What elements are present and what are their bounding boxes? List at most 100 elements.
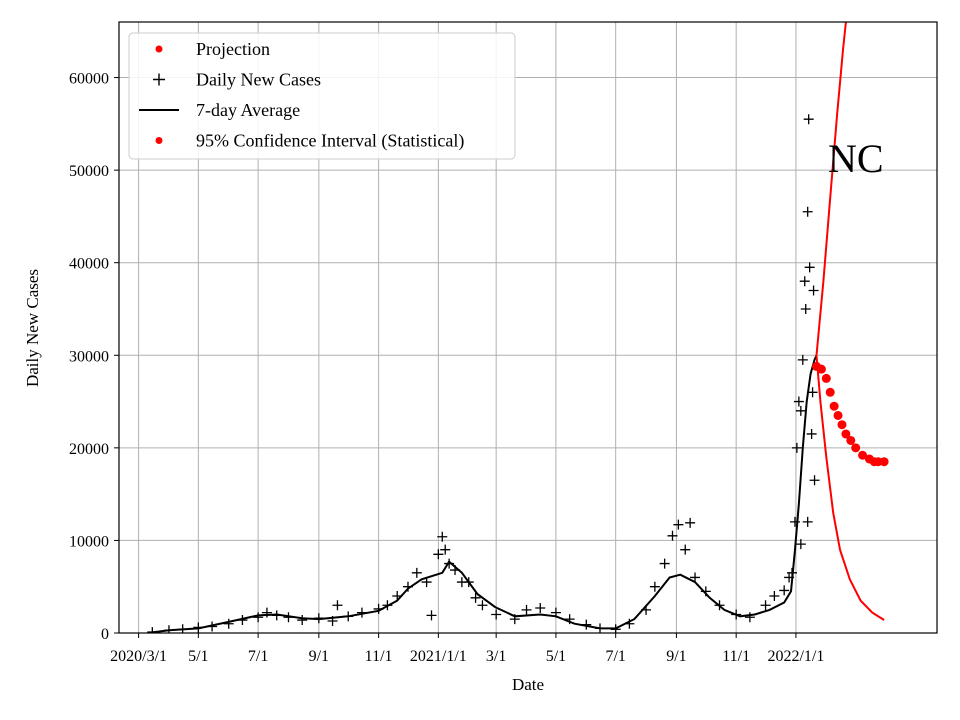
data-point [816,364,826,374]
data-point [402,581,413,592]
data-point [802,206,813,217]
y-tick-label: 40000 [69,256,109,273]
legend-marker-plus [153,73,165,86]
x-tick-label: 7/1 [248,648,268,665]
data-point [744,612,755,623]
data-point [807,387,818,398]
data-point [411,567,422,578]
series-line [815,355,885,621]
data-point [426,610,437,621]
data-point [649,581,660,592]
data-point [509,614,520,625]
data-point [237,615,248,626]
data-point [841,429,851,439]
data-point [261,607,272,618]
y-tick-label: 50000 [69,163,109,180]
data-point [550,607,561,618]
data-point [477,600,488,611]
plot-frame [118,21,938,634]
data-point [795,539,806,550]
data-point [283,612,294,623]
data-point [673,519,684,530]
data-point [858,450,868,460]
y-axis-ticks: 0 10000 20000 30000 40000 50000 60000 [69,71,119,643]
data-point [343,611,354,622]
data-point [808,285,819,296]
series-95-confidence-interval-statistical [812,361,889,467]
data-point [799,276,810,287]
data-point [787,567,798,578]
data-point [327,615,338,626]
x-tick-label: 9/1 [309,648,329,665]
data-point [797,354,808,365]
data-point [700,586,711,597]
data-point [624,618,635,629]
data-point [223,618,234,629]
data-point [685,517,696,528]
data-point [789,516,800,527]
data-point [804,262,815,273]
x-tick-label: 5/1 [546,648,566,665]
data-point [802,516,813,527]
y-tick-label: 20000 [69,441,109,458]
data-point [313,613,324,624]
data-point [825,387,835,397]
data-point [421,577,432,588]
data-point [271,610,282,621]
data-point [253,612,264,623]
data-point [714,600,725,611]
series-projection [815,22,847,356]
legend-label: 95% Confidence Interval (Statistical) [196,131,464,152]
data-point [879,457,889,467]
data-point [163,625,174,633]
data-point [760,600,771,611]
x-tick-label: 2021/1/1 [410,648,467,665]
data-point [581,619,592,630]
data-point [769,590,780,601]
data-point [444,558,455,569]
legend-marker-dot [155,137,163,144]
data-point [803,114,814,125]
data-point [373,603,384,614]
data-point [791,442,802,453]
x-tick-label: 11/1 [365,648,393,665]
x-tick-label: 11/1 [722,648,750,665]
data-point [491,609,502,620]
data-point [332,600,343,611]
series-line [147,354,818,633]
legend: Projection Daily New Cases 7-day Average 95… [128,32,516,160]
x-tick-label: 5/1 [188,648,208,665]
data-point [690,572,701,583]
series-7-day-average [147,354,818,633]
x-tick-label: 2022/1/1 [767,648,824,665]
data-point [433,549,444,560]
data-point [829,401,839,411]
x-axis-label: Date [512,675,544,694]
legend-label: Daily New Cases [196,70,321,90]
data-point [564,614,575,625]
legend-marker-dot [155,45,163,53]
data-point [793,396,804,407]
legend-label: 7-day Average [196,100,300,120]
data-point [833,410,843,420]
legend-box [128,32,516,160]
data-point [800,303,811,314]
data-point [356,607,367,618]
region-annotation: NC [828,136,884,181]
y-tick-label: 60000 [69,71,109,88]
x-tick-label: 3/1 [486,648,506,665]
data-point [680,544,691,555]
data-point [851,443,861,453]
x-axis-ticks: 2020/3/1 5/1 7/1 9/1 11/1 2021/1/1 3/1 5/1 7/1 9/… [110,633,824,665]
data-point [667,530,678,541]
data-point [521,604,532,615]
data-point [731,609,742,620]
data-point [437,531,448,542]
series-projection [815,355,885,621]
data-point [470,592,481,603]
y-tick-label: 0 [101,626,109,643]
series-daily-new-cases [147,114,820,633]
data-point [641,604,652,615]
y-tick-label: 10000 [69,533,109,550]
